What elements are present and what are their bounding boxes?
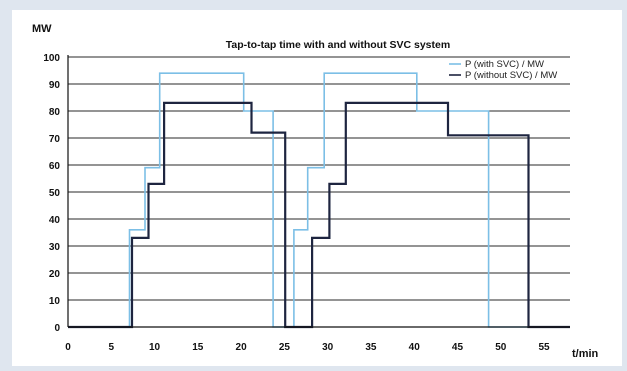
y-tick-label-40: 40: [49, 215, 61, 226]
y-axis-label: MW: [32, 23, 52, 35]
chart-title: Tap-to-tap time with and without SVC sys…: [226, 39, 450, 51]
x-tick-label-10: 10: [149, 342, 161, 353]
grid-layer: [68, 56, 570, 328]
x-axis-label: t/min: [572, 348, 599, 360]
legend: P (with SVC) / MW P (without SVC) / MW: [449, 59, 557, 81]
y-tick-label-0: 0: [54, 323, 60, 334]
x-tick-label-25: 25: [279, 342, 291, 353]
chart-frame: 0 10 20 30 40 50 60 70 80 90 100 0 5 10 15 20 25 30 35 40 45…: [12, 10, 622, 366]
y-tick-label-60: 60: [49, 161, 61, 172]
y-tick-label-70: 70: [49, 134, 61, 145]
x-tick-label-40: 40: [409, 342, 421, 353]
x-tick-label-20: 20: [236, 342, 248, 353]
y-tick-label-20: 20: [49, 269, 61, 280]
chart-svg: 0 10 20 30 40 50 60 70 80 90 100 0 5 10 15 20 25 30 35 40 45…: [32, 23, 599, 360]
x-tick-label-15: 15: [192, 342, 204, 353]
x-tick-label-55: 55: [538, 342, 550, 353]
y-tick-label-90: 90: [49, 80, 61, 91]
series-line-without-svc: [68, 101, 570, 329]
y-tick-label-30: 30: [49, 242, 61, 253]
legend-label-with-svc: P (with SVC) / MW: [465, 59, 544, 70]
x-tick-label-30: 30: [322, 342, 334, 353]
x-tick-label-50: 50: [495, 342, 507, 353]
axis-layer: 0 10 20 30 40 50 60 70 80 90 100 0 5 10 15 20 25 30 35 40 45…: [43, 53, 570, 353]
y-tick-label-10: 10: [49, 296, 61, 307]
x-tick-label-35: 35: [365, 342, 377, 353]
y-tick-label-100: 100: [43, 53, 60, 64]
y-tick-label-80: 80: [49, 107, 61, 118]
x-tick-label-0: 0: [65, 342, 71, 353]
x-tick-label-45: 45: [452, 342, 464, 353]
legend-label-without-svc: P (without SVC) / MW: [465, 70, 557, 81]
x-tick-label-5: 5: [108, 342, 114, 353]
y-tick-label-50: 50: [49, 188, 61, 199]
